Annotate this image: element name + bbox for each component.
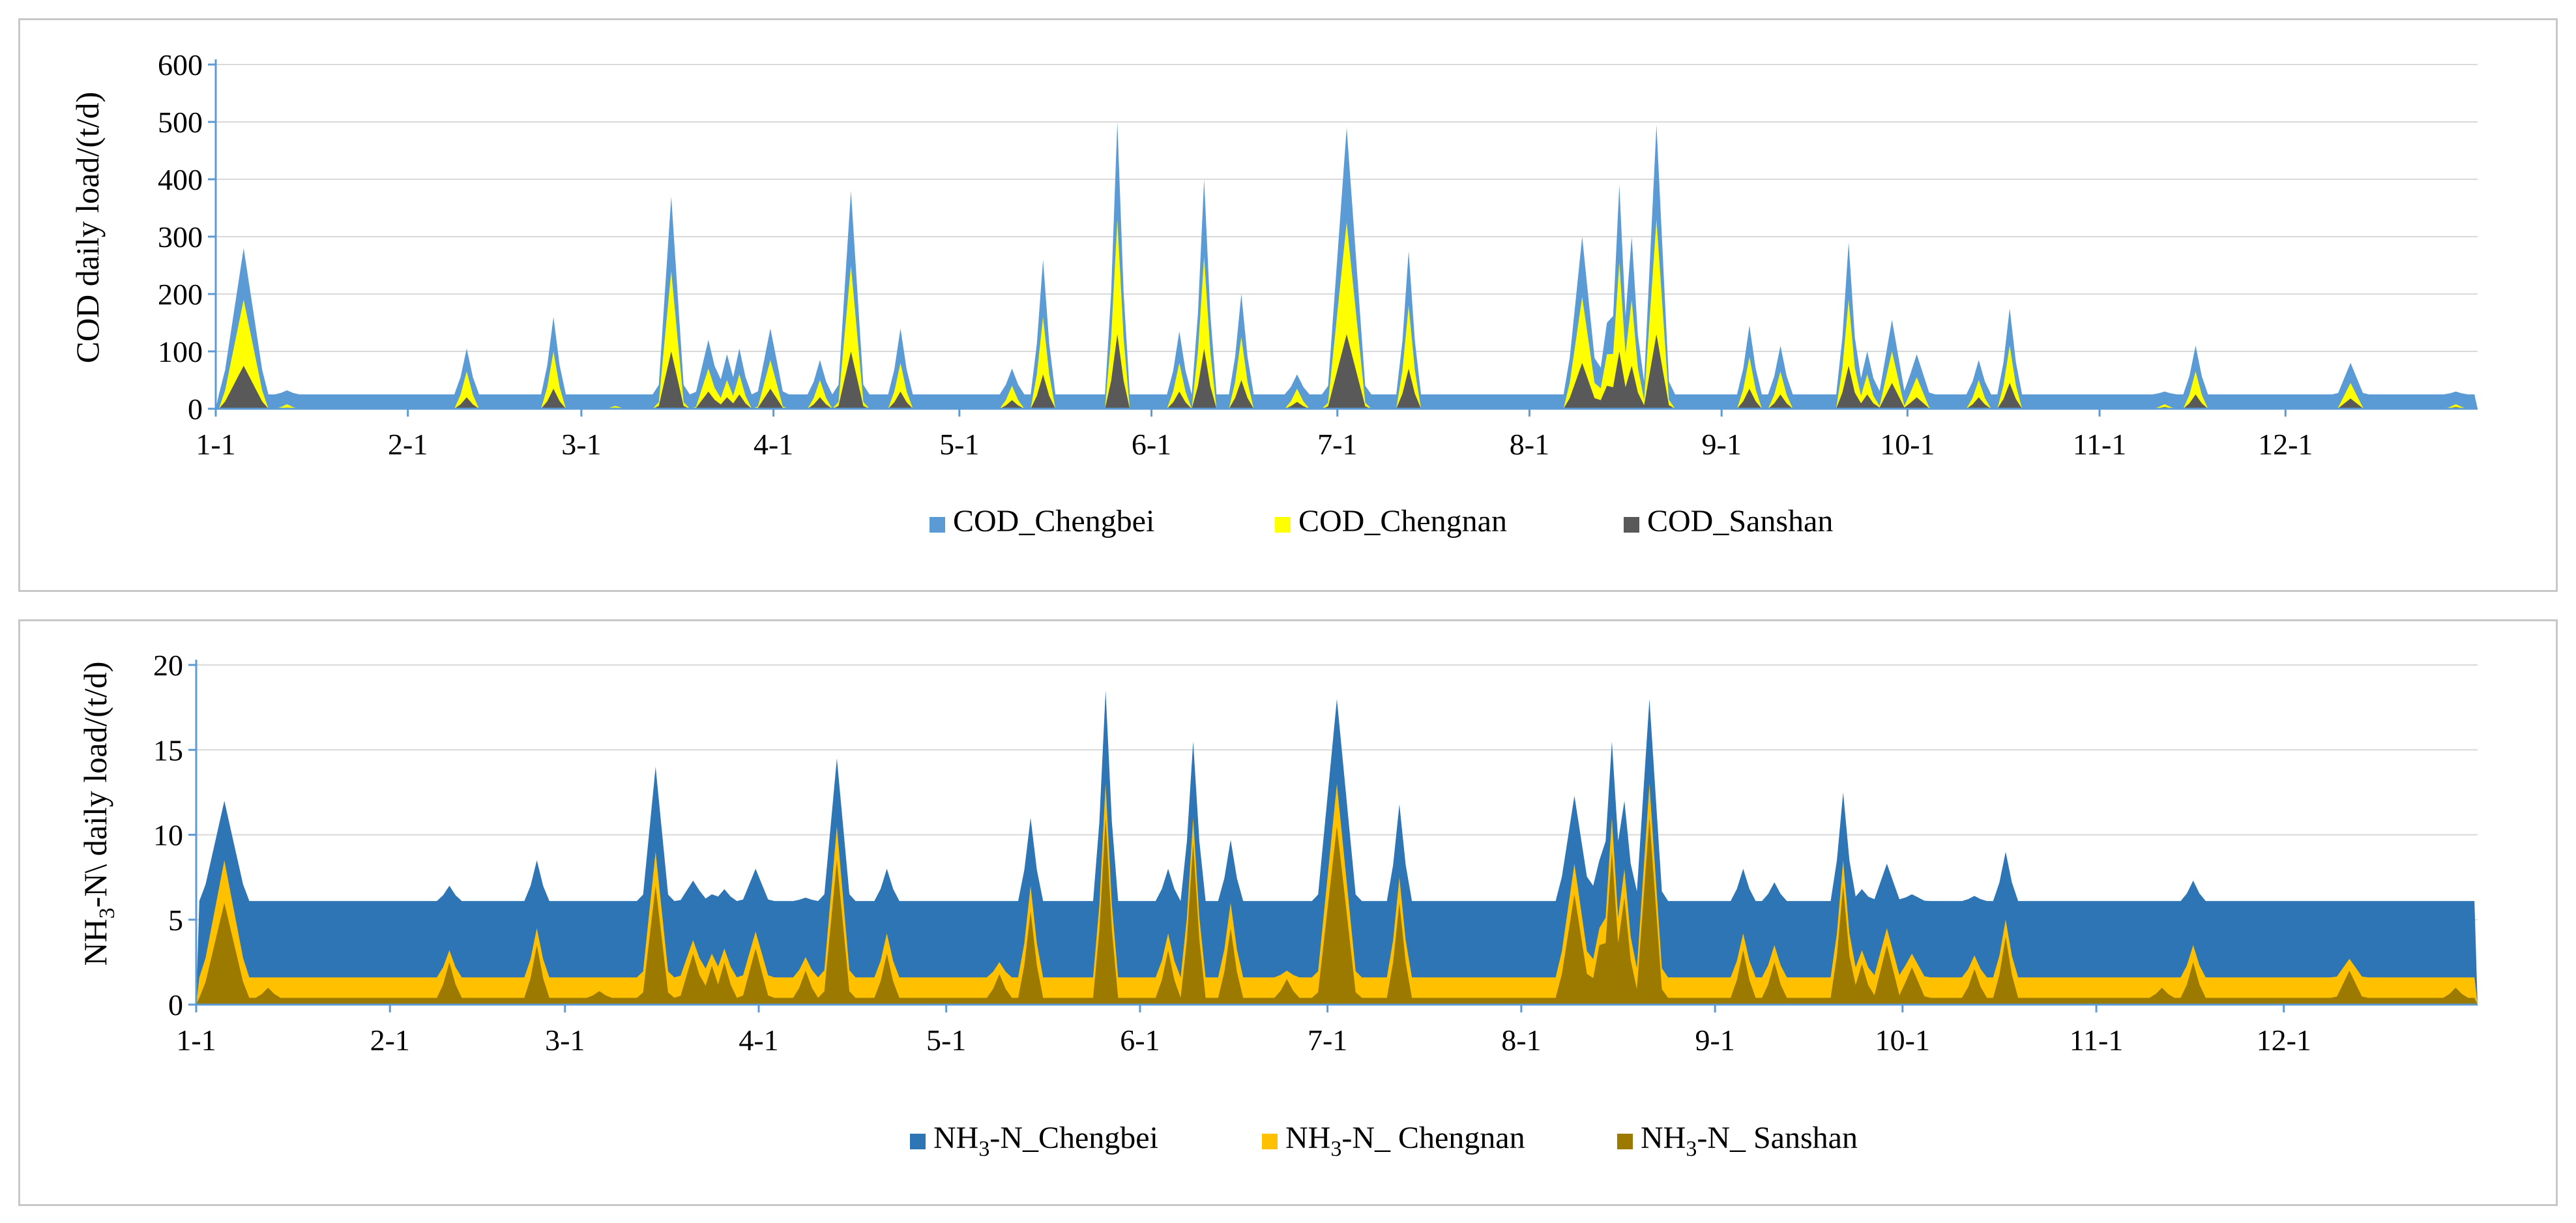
x-tick-label: 6-1 [1120, 1024, 1160, 1057]
legend-label: COD_Chengbei [953, 504, 1154, 538]
y-tick-label: 15 [153, 733, 183, 767]
y-tick-label: 400 [158, 163, 203, 196]
y-tick-label: 200 [158, 278, 203, 311]
cod-legend: COD_Chengbei COD_Chengnan COD_Sanshan [929, 504, 1833, 538]
x-tick-label: 5-1 [939, 428, 979, 461]
legend-label: COD_Chengnan [1298, 504, 1507, 538]
legend-label: NH3-N_ Sanshan [1641, 1121, 1858, 1161]
x-tick-label: 6-1 [1132, 428, 1171, 461]
y-tick-label: 0 [168, 988, 183, 1022]
x-tick-label: 9-1 [1702, 428, 1742, 461]
nh3-chart: 0 5 10 15 20 1-1 2-1 3-1 4-1 5-1 6-1 7-1 8-1 9-1 10-1 1… [77, 649, 2478, 1161]
cod-y-axis-title: COD daily load/(t/d) [69, 92, 106, 364]
x-tick-label: 11-1 [2070, 1024, 2124, 1057]
x-tick-label: 8-1 [1510, 428, 1549, 461]
x-tick-label: 12-1 [2257, 1024, 2311, 1057]
x-tick-label: 7-1 [1308, 1024, 1347, 1057]
y-tick-label: 300 [158, 220, 203, 254]
legend-swatch [929, 517, 945, 533]
y-tick-label: 100 [158, 335, 203, 368]
x-tick-label: 8-1 [1501, 1024, 1541, 1057]
cod-chart-panel: 0 100 200 300 400 500 600 1-1 2-1 3-1 4-1 5-1 6-1 7-1… [18, 18, 2558, 592]
legend-swatch [1617, 1134, 1633, 1149]
nh3-y-axis-title: NH3-N\ daily load/(t/d) [77, 662, 119, 966]
x-tick-label: 1-1 [176, 1024, 216, 1057]
nh3-sanshan-area [196, 818, 2478, 1005]
legend-swatch [1262, 1134, 1278, 1149]
cod-sanshan-area [216, 334, 2478, 409]
nh3-axes: 0 5 10 15 20 1-1 2-1 3-1 4-1 5-1 6-1 7-1 8-1 9-1 10-1 1… [153, 649, 2478, 1057]
x-tick-label: 9-1 [1695, 1024, 1734, 1057]
nh3-legend: NH3-N_Chengbei NH3-N_ Chengnan NH3-N_ Sans… [910, 1121, 1858, 1161]
y-tick-label: 20 [153, 649, 183, 682]
y-tick-label: 5 [168, 904, 183, 937]
cod-axes: 0 100 200 300 400 500 600 1-1 2-1 3-1 4-1 5-1 6-1 7-1… [158, 48, 2478, 461]
x-tick-label: 11-1 [2073, 428, 2127, 461]
legend-label: NH3-N_Chengbei [933, 1121, 1158, 1161]
y-tick-label: 600 [158, 48, 203, 81]
x-tick-label: 2-1 [388, 428, 428, 461]
legend-label: NH3-N_ Chengnan [1285, 1121, 1525, 1161]
x-tick-label: 2-1 [370, 1024, 410, 1057]
y-tick-label: 500 [158, 106, 203, 139]
legend-label: COD_Sanshan [1647, 504, 1833, 538]
y-tick-label: 10 [153, 819, 183, 852]
x-tick-label: 10-1 [1875, 1024, 1930, 1057]
cod-chart: 0 100 200 300 400 500 600 1-1 2-1 3-1 4-1 5-1 6-1 7-1… [69, 48, 2478, 538]
x-tick-label: 5-1 [926, 1024, 966, 1057]
x-tick-label: 10-1 [1880, 428, 1935, 461]
cod-chengnan-area [216, 219, 2478, 409]
x-tick-label: 3-1 [545, 1024, 585, 1057]
legend-swatch [1624, 517, 1639, 533]
cod-area-series [216, 122, 2478, 409]
x-tick-label: 12-1 [2258, 428, 2313, 461]
x-tick-label: 4-1 [754, 428, 793, 461]
x-tick-label: 7-1 [1317, 428, 1357, 461]
y-tick-label: 0 [188, 392, 203, 426]
nh3-area-series [196, 690, 2478, 1005]
legend-swatch [1275, 517, 1291, 533]
x-tick-label: 3-1 [561, 428, 601, 461]
x-tick-label: 4-1 [739, 1024, 778, 1057]
legend-swatch [910, 1134, 926, 1149]
nh3-chart-panel: 0 5 10 15 20 1-1 2-1 3-1 4-1 5-1 6-1 7-1 8-1 9-1 10-1 1… [18, 619, 2558, 1206]
x-tick-label: 1-1 [196, 428, 235, 461]
